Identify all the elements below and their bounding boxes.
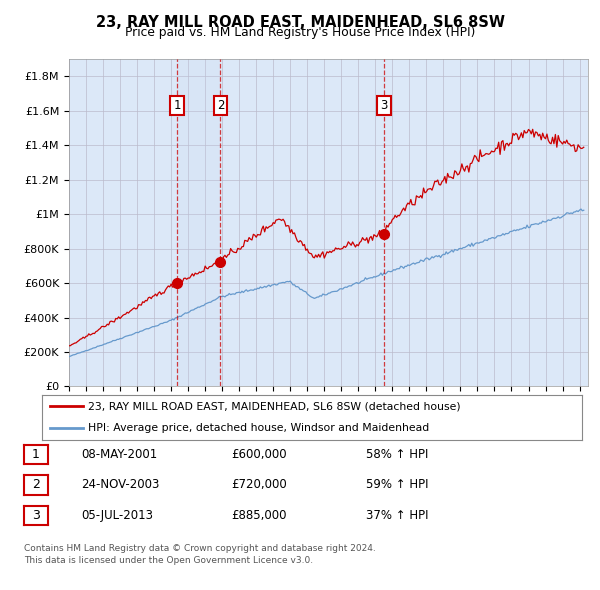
Text: 37% ↑ HPI: 37% ↑ HPI (366, 509, 428, 522)
Text: 3: 3 (32, 509, 40, 522)
Text: 24-NOV-2003: 24-NOV-2003 (81, 478, 160, 491)
Text: 23, RAY MILL ROAD EAST, MAIDENHEAD, SL6 8SW (detached house): 23, RAY MILL ROAD EAST, MAIDENHEAD, SL6 … (88, 401, 461, 411)
Text: Contains HM Land Registry data © Crown copyright and database right 2024.: Contains HM Land Registry data © Crown c… (24, 545, 376, 553)
Text: 2: 2 (32, 478, 40, 491)
Text: £600,000: £600,000 (231, 448, 287, 461)
Text: 3: 3 (380, 99, 388, 112)
Text: £885,000: £885,000 (231, 509, 287, 522)
Bar (177, 59, 220, 386)
Text: 23, RAY MILL ROAD EAST, MAIDENHEAD, SL6 8SW: 23, RAY MILL ROAD EAST, MAIDENHEAD, SL6 … (95, 15, 505, 30)
Text: Price paid vs. HM Land Registry's House Price Index (HPI): Price paid vs. HM Land Registry's House … (125, 26, 475, 39)
Text: 1: 1 (32, 448, 40, 461)
Text: 2: 2 (217, 99, 224, 112)
Text: 58% ↑ HPI: 58% ↑ HPI (366, 448, 428, 461)
Text: 05-JUL-2013: 05-JUL-2013 (81, 509, 153, 522)
Text: 1: 1 (173, 99, 181, 112)
Text: 59% ↑ HPI: 59% ↑ HPI (366, 478, 428, 491)
Text: HPI: Average price, detached house, Windsor and Maidenhead: HPI: Average price, detached house, Wind… (88, 424, 429, 434)
Text: 08-MAY-2001: 08-MAY-2001 (81, 448, 157, 461)
Text: £720,000: £720,000 (231, 478, 287, 491)
Text: This data is licensed under the Open Government Licence v3.0.: This data is licensed under the Open Gov… (24, 556, 313, 565)
